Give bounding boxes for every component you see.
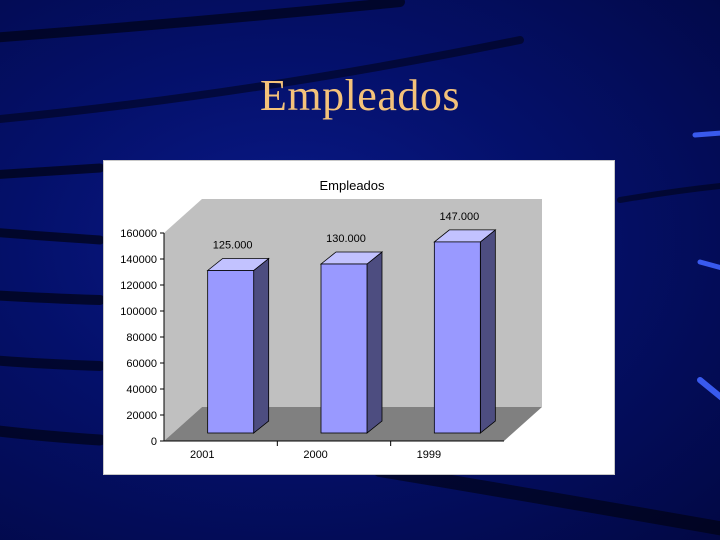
x-tick-label: 1999 [417,449,441,461]
y-tick-label: 80000 [126,332,157,344]
y-tick-label: 0 [151,436,157,448]
y-tick-label: 140000 [120,254,157,266]
data-label: 147.000 [439,211,479,223]
bar-side [253,257,270,434]
chart-title: Empleados [319,178,385,193]
bar-side [479,229,496,434]
x-tick-label: 2001 [190,449,214,461]
y-tick-label: 20000 [126,410,157,422]
y-tick-label: 40000 [126,384,157,396]
bar-side [366,251,383,434]
y-tick-label: 60000 [126,358,157,370]
slide-title: Empleados [259,71,460,120]
bar [207,270,255,434]
bar [320,263,368,434]
x-tick-label: 2000 [303,449,327,461]
chart-panel: Empleados 0 20000 40000 60000 80000 100000 120… [103,160,615,475]
bar-chart: Empleados 0 20000 40000 60000 80000 100000 120… [120,178,542,461]
chart-side-wall [164,199,202,441]
y-tick-label: 160000 [120,228,157,240]
data-label: 130.000 [326,233,366,245]
bar [433,241,481,434]
y-tick-label: 100000 [120,306,157,318]
data-label: 125.000 [213,240,253,252]
y-tick-label: 120000 [120,280,157,292]
